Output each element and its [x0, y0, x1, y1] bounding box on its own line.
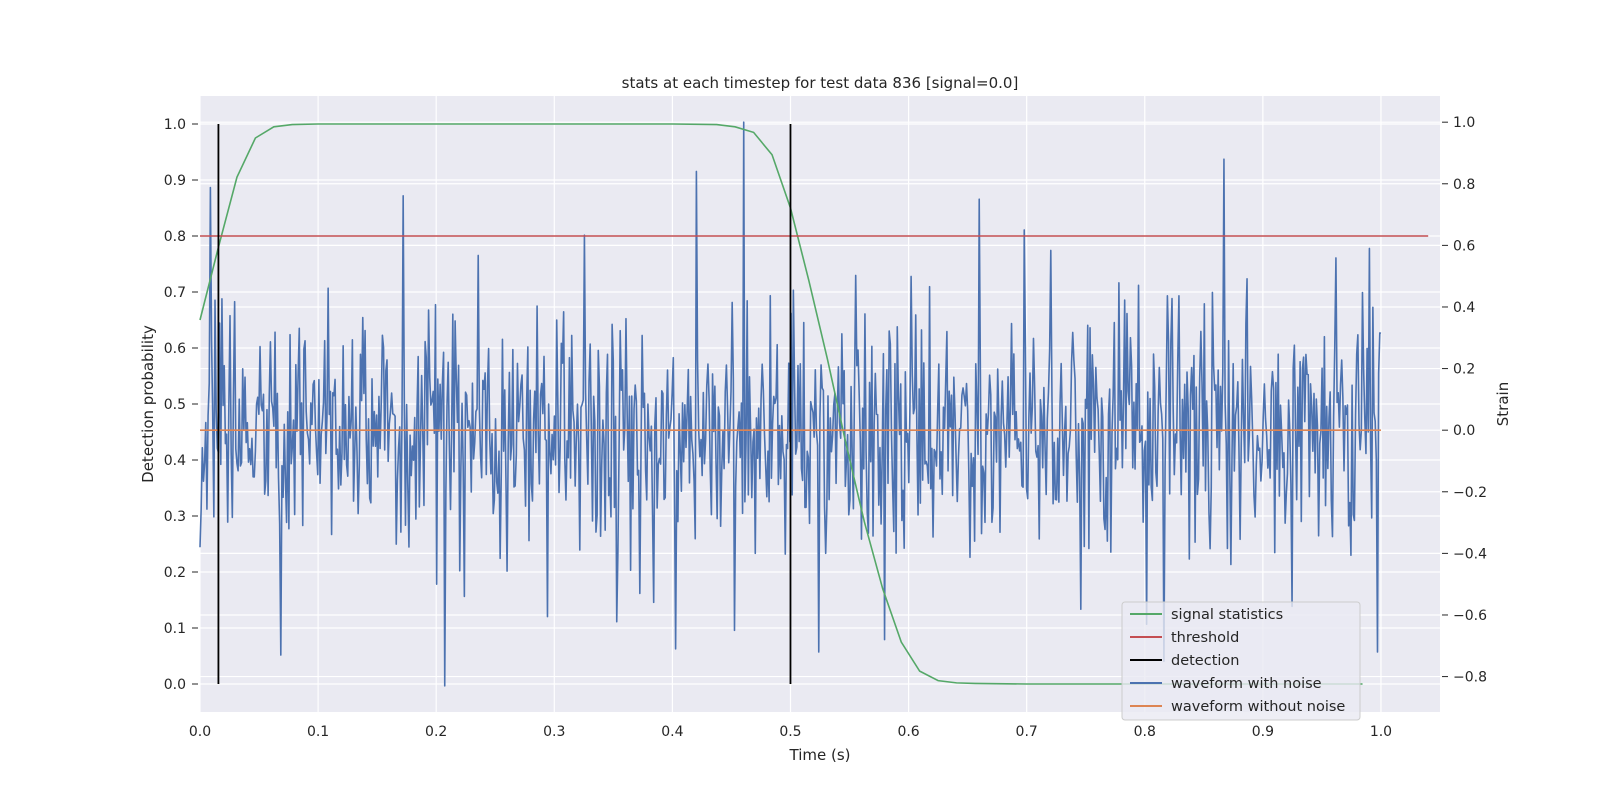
y2-tick-label: 1.0	[1453, 115, 1475, 131]
y-tick-label: 0.4	[164, 453, 186, 469]
y2-tick-label: −0.8	[1453, 670, 1487, 686]
y-tick-label: 0.7	[164, 285, 186, 301]
y2-tick-label: −0.2	[1453, 485, 1487, 501]
y2-tick-label: −0.4	[1453, 546, 1487, 562]
x-tick-label: 0.2	[425, 724, 447, 740]
y2-tick-label: 0.0	[1453, 423, 1475, 439]
legend-box	[1121, 601, 1361, 721]
y-tick-label: 0.1	[164, 621, 186, 637]
series-signal-statistics	[199, 123, 1363, 685]
x-axis-title: Time (s)	[789, 746, 851, 764]
y2-tick-label: −0.6	[1453, 608, 1487, 624]
series-layer	[199, 121, 1429, 687]
legend-label-waveform-without-noise: waveform without noise	[1171, 699, 1345, 715]
legend: signal statistics threshold detection wa…	[1121, 601, 1361, 721]
y2-tick-label: 0.2	[1453, 362, 1475, 378]
y-tick-label: 0.2	[164, 565, 186, 581]
y2-tick-label: 0.4	[1453, 300, 1475, 316]
y-tick-label: 1.0	[164, 117, 186, 133]
y-tick-label: 0.9	[164, 173, 186, 189]
x-tick-label: 0.6	[897, 724, 919, 740]
y2-tick-label: 0.8	[1453, 177, 1475, 193]
y-tick-label: 0.0	[164, 677, 186, 693]
x-tick-label: 0.8	[1134, 724, 1156, 740]
x-tick-label: 0.9	[1252, 724, 1274, 740]
x-tick-label: 1.0	[1370, 724, 1392, 740]
x-tick-label: 0.7	[1016, 724, 1038, 740]
y-tick-label: 0.3	[164, 509, 186, 525]
y-tick-label: 0.5	[164, 397, 186, 413]
x-tick-label: 0.4	[661, 724, 683, 740]
legend-label-detection: detection	[1171, 653, 1239, 669]
x-tick-label: 0.5	[779, 724, 801, 740]
x-tick-label: 0.0	[189, 724, 211, 740]
y-axis-title: Detection probability	[139, 325, 157, 483]
ticks-layer: 0.0 0.1 0.2 0.3 0.4 0.5 0.6 0.7 0.8 0.9 1.0 0.0 0.1 0…	[164, 115, 1487, 740]
legend-label-threshold: threshold	[1171, 630, 1239, 646]
y-tick-label: 0.8	[164, 229, 186, 245]
chart-title: stats at each timestep for test data 836…	[622, 74, 1019, 92]
y-tick-label: 0.6	[164, 341, 186, 357]
legend-label-waveform-with-noise: waveform with noise	[1171, 676, 1322, 692]
y2-axis-title: Strain	[1494, 382, 1512, 426]
y2-tick-label: 0.6	[1453, 238, 1475, 254]
x-tick-label: 0.3	[543, 724, 565, 740]
x-tick-label: 0.1	[307, 724, 329, 740]
legend-label-signal-statistics: signal statistics	[1171, 607, 1283, 623]
